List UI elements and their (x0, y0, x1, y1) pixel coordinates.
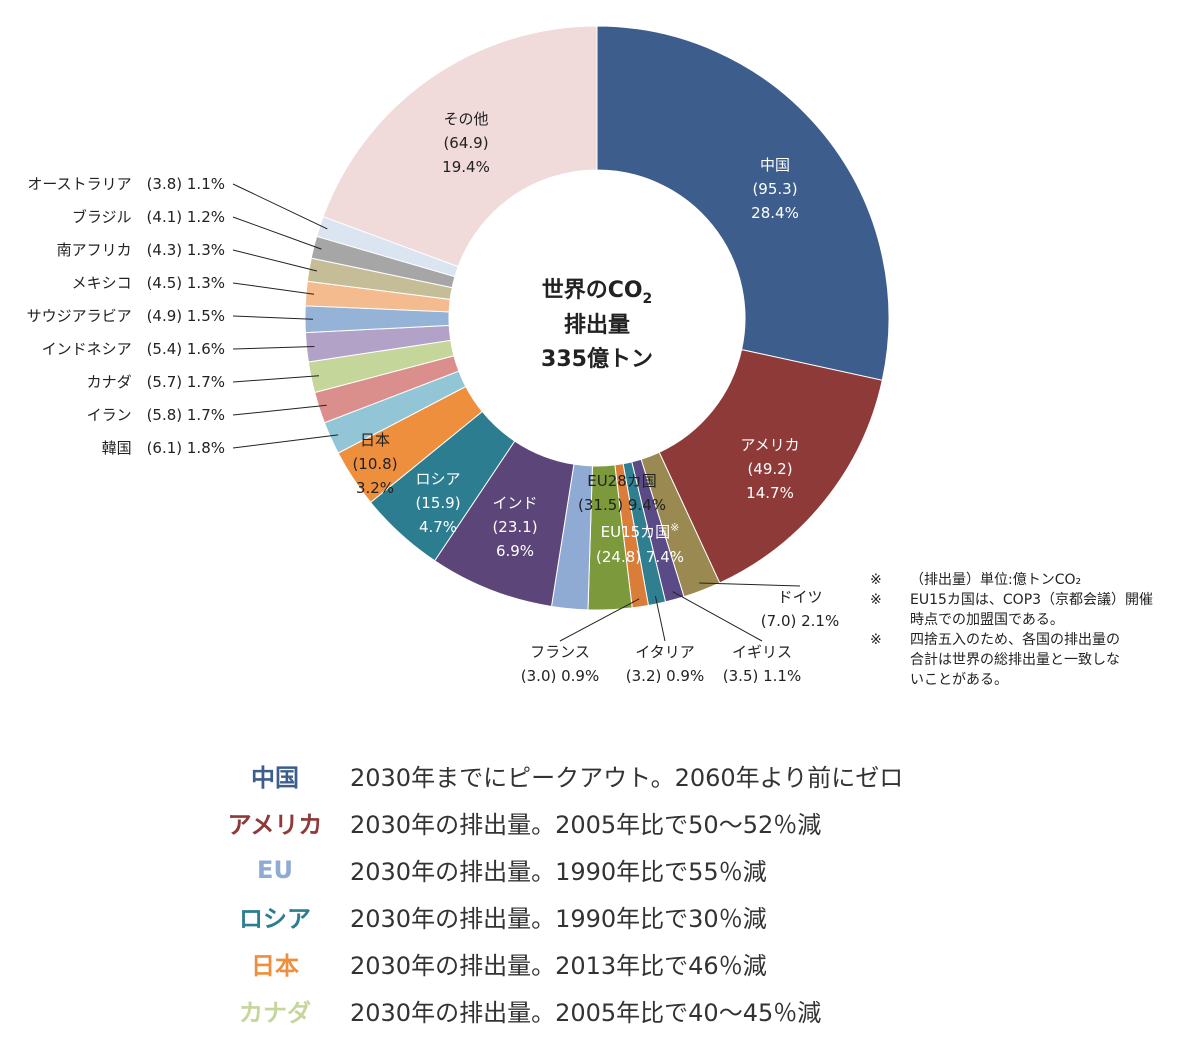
callout-indonesia: インドネシア (5.4) 1.6% (42, 340, 225, 358)
slice-label-china-0: 中国 (760, 156, 790, 174)
leader-canada (232, 375, 319, 383)
slice-label-japan-0: 日本 (360, 431, 390, 449)
leader-italy (654, 595, 666, 642)
target-row-4: 日本 2030年の排出量。2013年比で46％減 (200, 940, 1100, 987)
center-label: 世界のCO2 排出量 335億トン (541, 278, 653, 372)
callout-safrica: 南アフリカ (4.3) 1.3% (57, 241, 225, 259)
footnote-line-0-0: （排出量）単位:億トンCO₂ (910, 572, 1081, 588)
callout-mexico: メキシコ (4.5) 1.3% (72, 274, 225, 292)
target-row-3: ロシア 2030年の排出量。1990年比で30％減 (200, 893, 1100, 940)
center-line1: 世界のCO2 (542, 278, 653, 307)
leader-mexico (232, 282, 315, 295)
leader-iran (232, 404, 327, 416)
center-line2: 排出量 (564, 313, 630, 338)
slice-label-other-2: 19.4% (442, 158, 490, 176)
callout-canada: カナダ (5.7) 1.7% (87, 373, 225, 391)
footnote-line-1-1: 時点での加盟国である。 (910, 612, 1064, 628)
leader-brazil (232, 216, 322, 250)
footnote-line-2-1: 合計は世界の総排出量と一致しな (910, 652, 1120, 668)
leader-korea (232, 434, 339, 449)
leader-saudi (232, 315, 314, 320)
callout-italy-name: イタリア (635, 643, 694, 661)
slice-label-india-0: インド (492, 494, 537, 512)
target-row-2: EU 2030年の排出量。1990年比で55％減 (200, 846, 1100, 893)
slice-label-china-1: (95.3) (752, 180, 797, 198)
target-text: 2030年の排出量。2013年比で46％減 (350, 952, 767, 980)
callout-france: フランス (3.0) 0.9% (521, 643, 599, 685)
eu15-name: EU15カ国※ (601, 521, 680, 541)
slice-label-japan-1: (10.8) (352, 455, 397, 473)
target-country: カナダ (239, 999, 311, 1027)
callout-germany-value: (7.0) 2.1% (761, 612, 839, 630)
slice-label-india-1: (23.1) (492, 518, 537, 536)
target-country: ロシア (239, 905, 311, 933)
callout-iran: イラン (5.8) 1.7% (87, 406, 225, 424)
callout-france-name: フランス (530, 643, 590, 661)
footnotes: ※ （排出量）単位:億トンCO₂ ※ EU15カ国は、COP3（京都会議）開催時点での… (870, 572, 1153, 688)
footnote-line-2-2: いことがある。 (910, 672, 1008, 688)
slice-label-japan-2: 3.2% (356, 479, 394, 497)
footnote-mark-1: ※ (870, 592, 882, 608)
eu15-value: (24.8) 7.4% (596, 548, 684, 566)
leader-uk (672, 591, 763, 642)
eu28-label: EU28カ国 (31.5) 9.4% (578, 472, 666, 514)
callout-germany: ドイツ (7.0) 2.1% (761, 588, 839, 630)
callout-france-value: (3.0) 0.9% (521, 667, 599, 685)
slice-label-usa-0: アメリカ (740, 436, 799, 454)
slice-labels: 中国 (95.3) 28.4% アメリカ (49.2) 14.7% インド (23.1) 6.9… (27, 110, 840, 685)
callout-uk-name: イギリス (732, 643, 792, 661)
slice-label-russia-0: ロシア (415, 470, 460, 488)
target-text: 2030年の排出量。1990年比で55％減 (350, 858, 767, 886)
slice-label-usa-2: 14.7% (746, 484, 794, 502)
slice-label-china-2: 28.4% (751, 204, 799, 222)
leader-indonesia (232, 346, 315, 350)
callout-korea: 韓国 (6.1) 1.8% (102, 439, 225, 457)
eu28-name: EU28カ国 (587, 472, 657, 490)
target-row-5: カナダ 2030年の排出量。2005年比で40～45％減 (200, 987, 1100, 1034)
slice-label-russia-1: (15.9) (415, 494, 460, 512)
target-country: アメリカ (227, 811, 323, 839)
callout-italy-value: (3.2) 0.9% (626, 667, 704, 685)
footnote-mark-2: ※ (870, 632, 882, 648)
callout-uk-value: (3.5) 1.1% (723, 667, 801, 685)
slice-other (322, 25, 598, 268)
donut-slices (304, 25, 890, 611)
footnote-line-1-0: EU15カ国は、COP3（京都会議）開催 (910, 591, 1153, 608)
leader-lines (232, 183, 801, 642)
slice-label-russia-2: 4.7% (419, 518, 457, 536)
target-row-1: アメリカ 2030年の排出量。2005年比で50～52％減 (200, 799, 1100, 846)
target-row-0: 中国 2030年までにピークアウト。2060年より前にゼロ (200, 752, 1100, 799)
callout-uk: イギリス (3.5) 1.1% (723, 643, 801, 685)
callout-italy: イタリア (3.2) 0.9% (626, 643, 704, 685)
target-text: 2030年の排出量。1990年比で30％減 (350, 905, 767, 933)
leader-france (559, 598, 640, 642)
leader-safrica (232, 249, 318, 272)
target-text: 2030年の排出量。2005年比で50～52％減 (350, 811, 822, 839)
footnote-line-2-0: 四捨五入のため、各国の排出量の (910, 631, 1120, 648)
target-country: 日本 (251, 952, 299, 980)
target-text: 2030年までにピークアウト。2060年より前にゼロ (350, 764, 904, 792)
center-line3: 335億トン (541, 346, 653, 372)
leader-germany (699, 582, 801, 587)
callout-saudi: サウジアラビア (4.9) 1.5% (27, 307, 225, 325)
slice-label-other-1: (64.9) (443, 134, 488, 152)
callout-brazil: ブラジル (4.1) 1.2% (72, 208, 225, 226)
callout-germany-name: ドイツ (777, 588, 822, 606)
target-country: EU (257, 855, 293, 884)
leader-australia (232, 183, 328, 230)
eu28-value: (31.5) 9.4% (578, 496, 666, 514)
target-text: 2030年の排出量。2005年比で40～45％減 (350, 999, 822, 1027)
callout-australia: オーストラリア (3.8) 1.1% (27, 175, 225, 193)
slice-china (596, 25, 890, 381)
slice-label-india-2: 6.9% (496, 542, 534, 560)
target-country: 中国 (251, 764, 299, 792)
emissions-donut-chart: 中国 (95.3) 28.4% アメリカ (49.2) 14.7% インド (23.1) 6.9… (27, 25, 1153, 688)
eu15-label: EU15カ国※ (24.8) 7.4% (596, 521, 684, 566)
reduction-targets: 中国 2030年までにピークアウト。2060年より前にゼロ アメリカ 2030年の排出… (200, 752, 1100, 1034)
slice-label-usa-1: (49.2) (747, 460, 792, 478)
slice-usa (658, 348, 883, 584)
footnote-mark-0: ※ (870, 572, 882, 588)
slice-label-other-0: その他 (443, 110, 488, 128)
